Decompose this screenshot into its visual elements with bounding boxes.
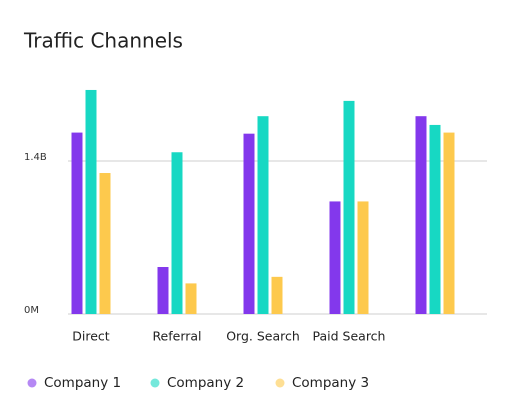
bar [429, 124, 441, 314]
bar [329, 201, 341, 314]
bar [99, 173, 111, 314]
x-tick-label: Referral [152, 329, 201, 344]
bar [171, 152, 183, 314]
chart-title: Traffic Channels [23, 29, 183, 53]
bar [185, 283, 197, 314]
legend-label: Company 1 [44, 375, 121, 391]
bar [443, 132, 455, 314]
legend-marker [275, 378, 285, 388]
legend-label: Company 3 [292, 375, 369, 391]
bar [71, 132, 83, 314]
bar [343, 100, 355, 315]
bar [157, 267, 169, 314]
y-tick-label: 1.4B [24, 152, 47, 163]
bar [243, 133, 255, 314]
legend-marker [27, 378, 37, 388]
bar [357, 201, 369, 314]
x-tick-label: Paid Search [313, 329, 386, 344]
bar [415, 116, 427, 314]
legend-marker [150, 378, 160, 388]
bar [271, 276, 283, 314]
x-tick-label: Org. Search [226, 329, 300, 344]
bar [257, 116, 269, 314]
legend-label: Company 2 [167, 375, 244, 391]
x-tick-label: Direct [72, 329, 110, 344]
y-tick-label: 0M [24, 305, 39, 316]
bar [85, 89, 97, 314]
